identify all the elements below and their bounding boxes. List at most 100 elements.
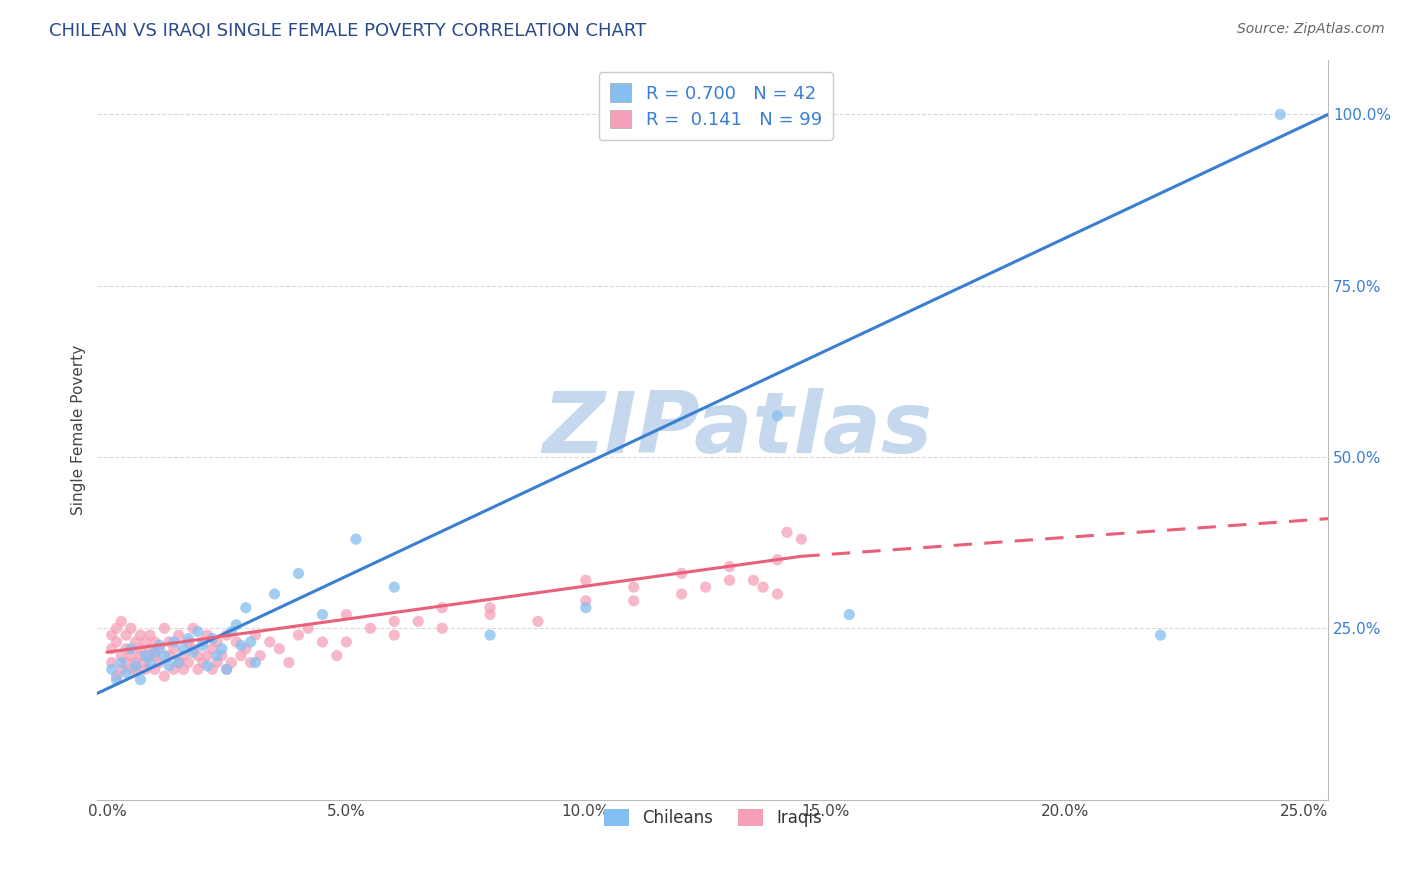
Point — [129, 628, 152, 642]
Point — [215, 662, 238, 676]
Point — [153, 669, 176, 683]
Point — [181, 645, 204, 659]
Point — [191, 635, 214, 649]
Point — [100, 662, 122, 676]
Point — [229, 639, 252, 653]
Point — [100, 641, 122, 656]
Point — [110, 615, 132, 629]
Point — [134, 656, 156, 670]
Point — [187, 624, 209, 639]
Point — [205, 656, 228, 670]
Point — [115, 665, 138, 680]
Point — [177, 632, 200, 646]
Point — [479, 600, 502, 615]
Point — [790, 532, 813, 546]
Point — [742, 574, 765, 588]
Point — [181, 621, 204, 635]
Point — [326, 648, 349, 663]
Point — [110, 656, 132, 670]
Point — [173, 648, 195, 663]
Point — [129, 673, 152, 687]
Y-axis label: Single Female Poverty: Single Female Poverty — [72, 344, 86, 515]
Point — [181, 641, 204, 656]
Point — [120, 621, 142, 635]
Point — [239, 656, 262, 670]
Point — [173, 662, 195, 676]
Point — [1270, 107, 1292, 121]
Point — [263, 587, 285, 601]
Point — [766, 587, 789, 601]
Point — [157, 659, 180, 673]
Point — [671, 587, 693, 601]
Point — [259, 635, 281, 649]
Point — [143, 645, 166, 659]
Point — [167, 656, 190, 670]
Point — [225, 635, 247, 649]
Point — [120, 662, 142, 676]
Point — [115, 641, 138, 656]
Point — [695, 580, 717, 594]
Text: CHILEAN VS IRAQI SINGLE FEMALE POVERTY CORRELATION CHART: CHILEAN VS IRAQI SINGLE FEMALE POVERTY C… — [49, 22, 647, 40]
Text: ZIPatlas: ZIPatlas — [543, 388, 932, 471]
Point — [215, 662, 238, 676]
Point — [134, 648, 156, 663]
Point — [139, 656, 162, 670]
Point — [382, 615, 405, 629]
Point — [143, 635, 166, 649]
Point — [718, 574, 741, 588]
Point — [575, 594, 598, 608]
Point — [479, 628, 502, 642]
Point — [766, 553, 789, 567]
Point — [575, 600, 598, 615]
Point — [575, 574, 598, 588]
Point — [359, 621, 381, 635]
Point — [177, 635, 200, 649]
Point — [167, 656, 190, 670]
Point — [124, 635, 146, 649]
Point — [623, 594, 645, 608]
Point — [134, 662, 156, 676]
Point — [623, 580, 645, 594]
Point — [163, 662, 186, 676]
Point — [297, 621, 319, 635]
Point — [335, 635, 357, 649]
Point — [197, 628, 219, 642]
Point — [149, 641, 172, 656]
Point — [838, 607, 860, 622]
Point — [287, 566, 309, 581]
Point — [235, 600, 257, 615]
Point — [134, 635, 156, 649]
Point — [129, 641, 152, 656]
Point — [430, 621, 453, 635]
Legend: Chileans, Iraqis: Chileans, Iraqis — [595, 801, 830, 836]
Point — [143, 648, 166, 663]
Point — [143, 662, 166, 676]
Point — [287, 628, 309, 642]
Point — [197, 659, 219, 673]
Point — [215, 628, 238, 642]
Point — [239, 635, 262, 649]
Point — [211, 641, 233, 656]
Text: Source: ZipAtlas.com: Source: ZipAtlas.com — [1237, 22, 1385, 37]
Point — [157, 635, 180, 649]
Point — [191, 656, 214, 670]
Point — [167, 628, 190, 642]
Point — [177, 656, 200, 670]
Point — [197, 648, 219, 663]
Point — [1149, 628, 1171, 642]
Point — [124, 662, 146, 676]
Point — [120, 648, 142, 663]
Point — [245, 656, 267, 670]
Point — [382, 580, 405, 594]
Point — [245, 628, 267, 642]
Point — [211, 648, 233, 663]
Point — [311, 635, 333, 649]
Point — [382, 628, 405, 642]
Point — [115, 656, 138, 670]
Point — [105, 635, 128, 649]
Point — [149, 656, 172, 670]
Point — [406, 615, 429, 629]
Point — [191, 639, 214, 653]
Point — [269, 641, 291, 656]
Point — [718, 559, 741, 574]
